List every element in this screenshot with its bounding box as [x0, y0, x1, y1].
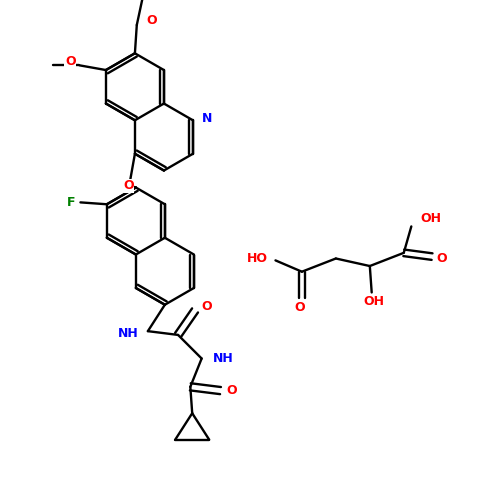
Text: O: O: [294, 301, 306, 314]
Text: O: O: [65, 55, 76, 68]
Text: O: O: [146, 14, 157, 27]
Text: OH: OH: [421, 212, 442, 226]
Text: O: O: [123, 180, 134, 192]
Text: HO: HO: [247, 252, 268, 265]
Text: NH: NH: [118, 326, 139, 340]
Text: F: F: [66, 196, 75, 209]
Text: O: O: [201, 300, 211, 313]
Text: OH: OH: [363, 296, 384, 308]
Text: NH: NH: [213, 352, 234, 365]
Text: O: O: [436, 252, 447, 265]
Text: O: O: [226, 384, 237, 397]
Text: N: N: [202, 112, 212, 125]
